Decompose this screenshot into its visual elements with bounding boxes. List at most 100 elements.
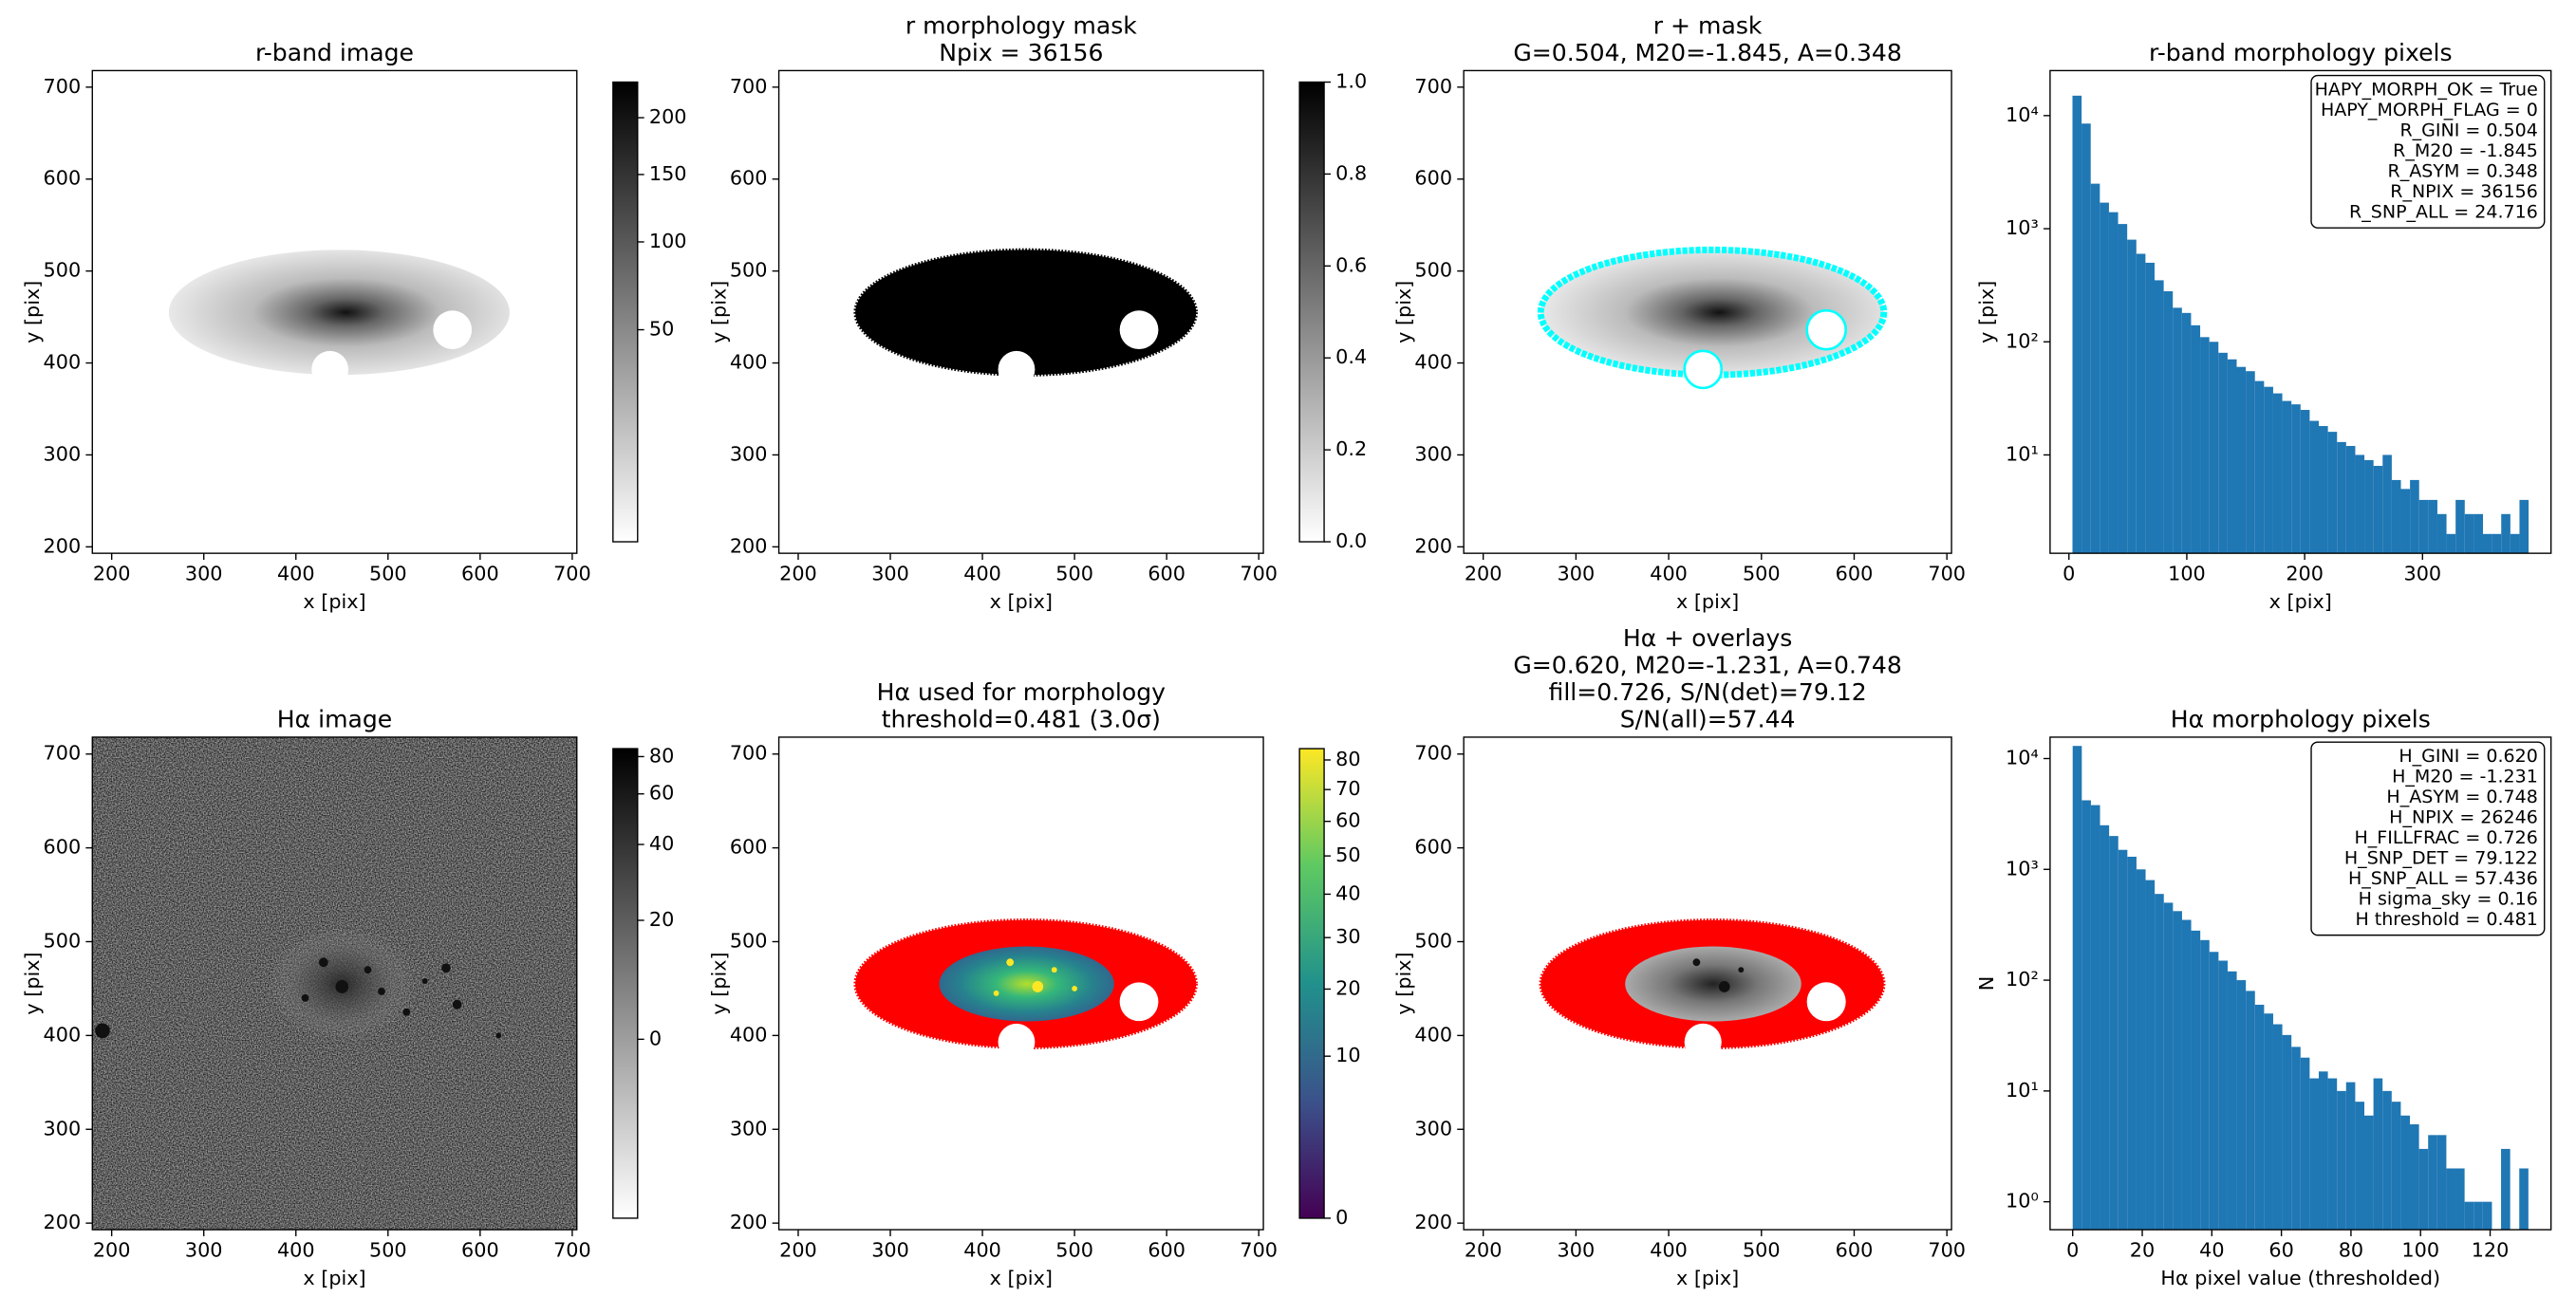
y-tick-label: 400	[730, 1023, 768, 1046]
panel-title: r-band morphology pixels	[2149, 39, 2453, 66]
x-tick-label: 300	[185, 563, 223, 585]
bar	[2382, 454, 2392, 554]
y-tick-label: 300	[44, 442, 82, 465]
colorbar-tick-label: 200	[649, 105, 687, 128]
bar	[2291, 404, 2301, 554]
y-tick-label: 200	[1414, 534, 1452, 557]
x-tick-label: 200	[779, 563, 817, 585]
masked-hole	[433, 310, 473, 350]
y-tick-label: 700	[730, 75, 768, 98]
y-tick-label: 600	[44, 836, 82, 859]
bar	[2473, 513, 2484, 554]
bar	[2254, 1004, 2265, 1231]
bar	[2410, 479, 2419, 554]
axes-frame	[2049, 736, 2552, 1231]
image-content	[168, 250, 510, 388]
bar	[2200, 337, 2210, 554]
panel-title: Hα used for morphology	[877, 678, 1167, 706]
bar	[2428, 499, 2437, 554]
colorbar-tick-label: 20	[649, 908, 674, 931]
blob	[402, 1008, 411, 1016]
colorbar-tick-label: 40	[1335, 881, 1360, 904]
bar	[2282, 1034, 2292, 1231]
masked-hole	[1806, 982, 1846, 1022]
x-tick-label: 300	[185, 1239, 223, 1262]
info-line: H_GINI = 0.620	[2399, 746, 2537, 767]
bar	[2264, 1013, 2273, 1231]
x-tick-label: 700	[553, 1239, 591, 1262]
x-tick-label: 200	[93, 563, 131, 585]
colorbar-tick-label: 1.0	[1335, 70, 1367, 93]
y-axis-label: y [pix]	[1975, 281, 1998, 343]
bar	[2483, 533, 2492, 554]
bar	[2510, 533, 2520, 554]
bar	[2282, 400, 2292, 554]
bar	[2264, 386, 2273, 554]
y-tick-label: 300	[730, 442, 768, 465]
bar	[2118, 224, 2128, 554]
bar	[2436, 1135, 2447, 1231]
bar	[2291, 1047, 2301, 1231]
y-tick-label: 600	[730, 167, 768, 190]
panel-title: S/N(all)=57.44	[1620, 706, 1796, 733]
blob	[421, 978, 428, 984]
colorbar-tick-label: 0.6	[1335, 253, 1367, 276]
y-tick-label: 600	[1414, 836, 1452, 859]
colorbar-tick-label: 60	[649, 782, 674, 805]
y-tick-label: 500	[1414, 929, 1452, 952]
x-axis-label: x [pix]	[990, 590, 1053, 613]
bar	[2382, 1090, 2392, 1231]
bar	[2163, 902, 2174, 1231]
panel-title: G=0.620, M20=-1.231, A=0.748	[1513, 652, 1902, 679]
y-tick-label: 400	[730, 351, 768, 374]
blob	[441, 963, 451, 973]
y-axis-label: N	[1975, 976, 1998, 991]
bar	[2418, 1148, 2429, 1231]
bar	[2109, 836, 2119, 1231]
y-tick-label: 300	[1414, 1117, 1452, 1140]
colorbar	[1298, 748, 1325, 1219]
info-line: HAPY_MORPH_FLAG = 0	[2321, 100, 2538, 120]
blob	[378, 987, 385, 995]
y-tick-label: 300	[44, 1117, 82, 1140]
panel-title: r-band image	[255, 39, 414, 66]
panel-title: r morphology mask	[905, 12, 1137, 40]
panel-title: Hα morphology pixels	[2171, 706, 2431, 733]
blob	[853, 248, 1198, 377]
blob	[1032, 981, 1044, 992]
bar	[2319, 426, 2328, 554]
info-line: H_ASYM = 0.748	[2386, 787, 2537, 807]
colorbar-tick-label: 0.0	[1335, 529, 1367, 552]
colorbar	[612, 81, 639, 543]
y-axis-label: y [pix]	[1392, 281, 1415, 343]
bar	[2309, 420, 2320, 554]
y-tick-label: 10¹	[2006, 442, 2039, 465]
x-tick-label: 700	[1240, 1239, 1278, 1262]
y-tick-label: 10⁴	[2006, 103, 2039, 126]
blob	[1540, 250, 1884, 376]
panel-title: G=0.504, M20=-1.845, A=0.348	[1513, 39, 1902, 66]
axes-frame	[1463, 736, 1952, 1231]
x-tick-label: 300	[2404, 563, 2442, 585]
bar	[2163, 290, 2174, 554]
colorbar-tick-label: 0	[1335, 1206, 1348, 1229]
y-tick-label: 10³	[2006, 216, 2039, 239]
image-content	[853, 248, 1198, 388]
blob	[993, 990, 999, 996]
x-tick-label: 400	[277, 563, 315, 585]
bar	[2154, 280, 2164, 554]
axes-frame	[777, 69, 1264, 554]
bar	[2218, 352, 2228, 554]
blob	[1738, 967, 1745, 973]
x-tick-label: 0	[2063, 563, 2075, 585]
x-tick-label: 400	[963, 563, 1001, 585]
colorbar-tick-label: 0.4	[1335, 345, 1367, 368]
info-line: H_NPIX = 26246	[2389, 807, 2538, 828]
colorbar-tick-label: 0.8	[1335, 161, 1367, 184]
bar	[2209, 952, 2219, 1231]
blob	[95, 1023, 110, 1039]
bar	[2136, 253, 2146, 554]
bar	[2145, 262, 2155, 554]
bar	[2227, 971, 2237, 1231]
